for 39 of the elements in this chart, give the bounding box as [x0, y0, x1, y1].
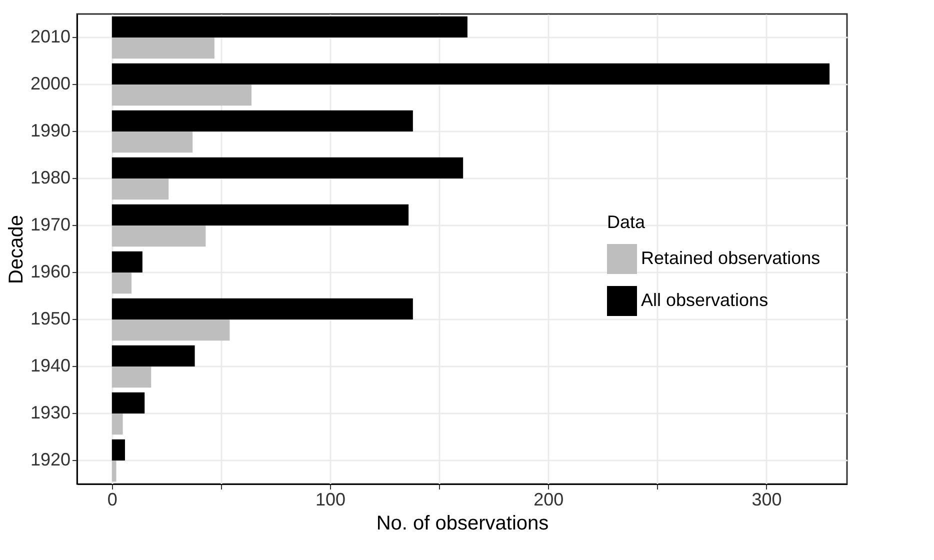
bar: [112, 414, 123, 435]
bar: [112, 157, 464, 178]
y-tick-label: 1950: [30, 308, 70, 328]
bar: [112, 226, 206, 247]
bar: [112, 110, 413, 132]
y-tick-label: 1980: [30, 168, 70, 188]
bar: [112, 272, 132, 294]
bar: [112, 251, 142, 272]
bar: [112, 392, 145, 414]
legend-title: Data: [607, 212, 646, 232]
bar: [112, 298, 413, 320]
y-tick-label: 1970: [30, 214, 70, 234]
y-tick-label: 1920: [30, 450, 70, 470]
bar: [112, 366, 152, 388]
bar: [112, 460, 116, 482]
y-axis-title: Decade: [5, 215, 28, 284]
legend-label: Retained observations: [641, 248, 820, 268]
bar: [112, 84, 252, 106]
bar: [112, 439, 125, 460]
x-tick-label: 100: [316, 490, 346, 510]
y-tick-label: 2000: [30, 74, 70, 94]
bar: [112, 132, 193, 153]
bar: [112, 320, 230, 341]
x-tick-label: 300: [752, 490, 782, 510]
y-tick-label: 1990: [30, 120, 70, 140]
x-axis-title: No. of observations: [376, 512, 549, 534]
y-tick-label: 1930: [30, 402, 70, 422]
bar: [112, 345, 195, 366]
y-tick-label: 1940: [30, 356, 70, 376]
y-tick-label: 2010: [30, 26, 70, 46]
y-tick-label: 1960: [30, 262, 70, 282]
bar: [112, 16, 468, 38]
bar: [112, 204, 409, 226]
x-tick-label: 0: [107, 490, 118, 510]
x-tick-label: 200: [534, 490, 564, 510]
bar: [112, 38, 214, 59]
bar: [112, 63, 830, 84]
bar: [112, 178, 169, 200]
legend-label: All observations: [641, 290, 768, 310]
